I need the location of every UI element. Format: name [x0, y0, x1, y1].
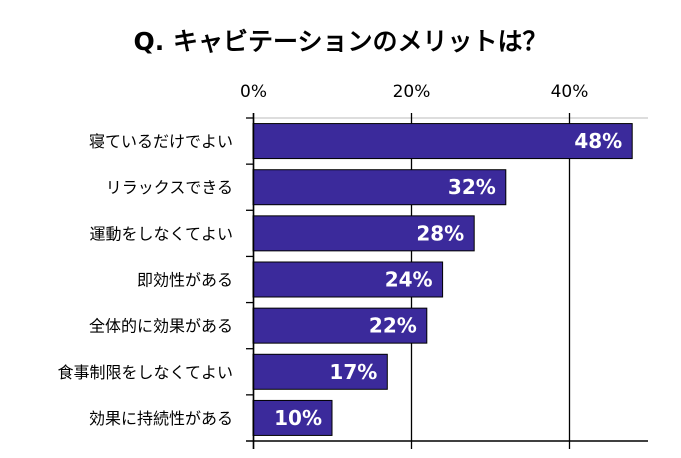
x-tick-label: 0%: [240, 82, 267, 102]
data-label: 32%: [448, 175, 496, 199]
bar: [252, 169, 507, 206]
category-label: リラックスできる: [106, 178, 233, 197]
bar: [252, 399, 333, 436]
bar: [252, 261, 444, 298]
category-label: 運動をしなくてよい: [89, 224, 233, 243]
bar: [252, 307, 428, 344]
category-label: 寝ているだけでよい: [89, 132, 233, 151]
data-label: 28%: [416, 221, 464, 245]
data-label: 17%: [329, 360, 377, 384]
category-label: 効果に持続性がある: [89, 409, 233, 428]
data-label: 10%: [274, 406, 322, 430]
chart-title: Q. キャビテーションのメリットは？: [133, 27, 548, 56]
x-tick-label: 40%: [551, 82, 589, 102]
data-label: 24%: [385, 268, 433, 292]
category-label: 即効性がある: [137, 271, 233, 290]
x-tick-label: 20%: [393, 82, 431, 102]
category-label: 全体的に効果がある: [89, 317, 233, 336]
data-label: 22%: [369, 314, 417, 338]
data-label: 48%: [574, 129, 622, 153]
category-label: 食事制限をしなくてよい: [57, 363, 233, 382]
